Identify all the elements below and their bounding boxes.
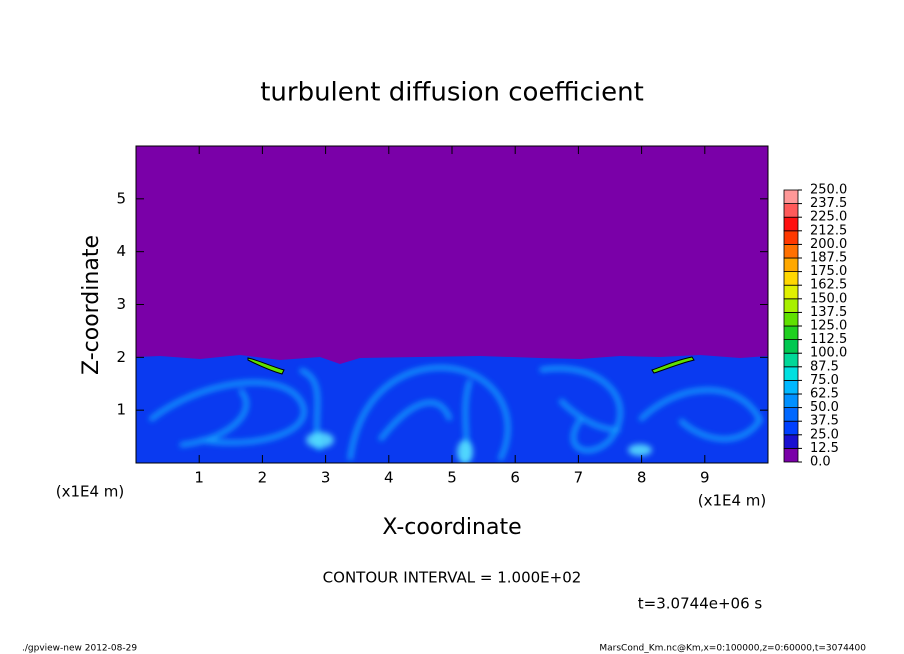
x-tick-label: 3	[321, 469, 331, 487]
x-scale-label: (x1E4 m)	[56, 483, 125, 501]
chart-title: turbulent diffusion coefficient	[260, 78, 644, 108]
colorbar-label: 37.5	[810, 414, 839, 429]
field-swirls	[148, 365, 763, 462]
colorbar-cell	[783, 298, 799, 313]
x-axis-label: X-coordinate	[382, 515, 521, 540]
x-tick-label: 1	[194, 469, 204, 487]
colorbar-label: 100.0	[810, 346, 847, 361]
x-scale-label: (x1E4 m)	[698, 492, 767, 510]
colorbar-label: 50.0	[810, 400, 839, 415]
colorbar-label: 175.0	[810, 264, 847, 279]
colorbar-cell	[783, 352, 799, 368]
colorbar-cell	[783, 420, 799, 436]
x-tick-label: 5	[447, 469, 457, 487]
colorbar-cell	[783, 339, 799, 354]
colorbar-cell	[783, 203, 799, 218]
y-tick-label: 2	[116, 348, 126, 366]
colorbar-cell	[783, 407, 799, 422]
footer-right: MarsCond_Km.nc@Km,x=0:100000,z=0:60000,t…	[599, 644, 866, 654]
colorbar-label: 0.0	[810, 455, 831, 470]
colorbar-cell	[783, 230, 799, 245]
field	[136, 146, 768, 463]
footer-left: ./gpview-new 2012-08-29	[22, 644, 137, 654]
colorbar-label: 112.5	[810, 332, 847, 347]
colorbar-label: 200.0	[810, 237, 847, 252]
colorbar-label: 25.0	[810, 427, 839, 442]
colorbar-cell	[783, 243, 799, 259]
colorbar-cell	[783, 366, 799, 381]
colorbar-cell	[783, 393, 799, 409]
colorbar-label: 75.0	[810, 373, 839, 388]
colorbar-label: 12.5	[810, 441, 839, 456]
colorbar-cell	[783, 216, 799, 232]
colorbar-label: 250.0	[810, 183, 847, 198]
colorbar-cell	[783, 434, 799, 449]
colorbar-label: 212.5	[810, 223, 847, 238]
field-contour	[247, 357, 285, 375]
colorbar-label: 150.0	[810, 291, 847, 306]
x-tick-label: 7	[574, 469, 584, 487]
colorbar-cell	[783, 447, 799, 463]
field-lower	[136, 355, 768, 463]
colorbar-label: 162.5	[810, 278, 847, 293]
colorbar-label: 125.0	[810, 319, 847, 334]
colorbar-cell	[783, 189, 799, 205]
y-tick-label: 5	[116, 189, 126, 207]
colorbar-cell	[783, 284, 799, 300]
y-tick-label: 1	[116, 401, 126, 419]
colorbar-cell	[783, 325, 799, 341]
colorbar-cell	[783, 311, 799, 327]
x-tick-label: 6	[510, 469, 520, 487]
y-tick-label: 4	[116, 242, 126, 260]
colorbar-label: 87.5	[810, 359, 839, 374]
field-contour	[651, 356, 695, 374]
y-tick-label: 3	[116, 295, 126, 313]
x-tick-label: 4	[384, 469, 394, 487]
x-tick-label: 2	[258, 469, 268, 487]
y-axis-label: Z-coordinate	[79, 235, 104, 375]
x-tick-label: 8	[637, 469, 647, 487]
colorbar-cell	[783, 379, 799, 395]
colorbar-label: 62.5	[810, 387, 839, 402]
time-label: t=3.0744e+06 s	[638, 595, 763, 613]
colorbar-label: 225.0	[810, 210, 847, 225]
colorbar-cell	[783, 271, 799, 286]
colorbar-label: 137.5	[810, 305, 847, 320]
annotation: CONTOUR INTERVAL = 1.000E+02	[323, 569, 582, 587]
colorbar-label: 187.5	[810, 251, 847, 266]
x-tick-label: 9	[700, 469, 710, 487]
colorbar-label: 237.5	[810, 196, 847, 211]
colorbar-cell	[783, 257, 799, 273]
field-hotspots	[306, 432, 652, 463]
